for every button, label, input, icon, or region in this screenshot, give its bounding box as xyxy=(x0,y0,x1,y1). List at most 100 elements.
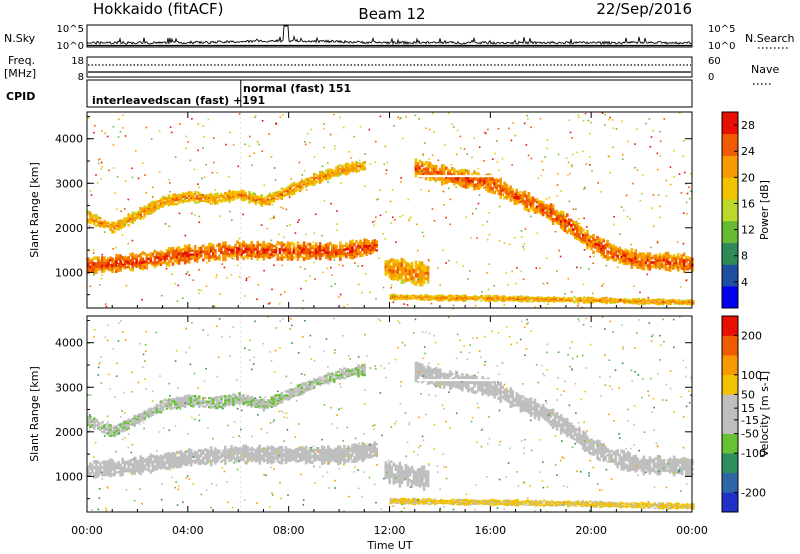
echo-cell xyxy=(645,299,649,302)
echo-dot xyxy=(279,116,282,118)
echo-cell xyxy=(210,459,213,464)
echo-cell xyxy=(179,195,183,198)
echo-dot xyxy=(108,169,110,172)
echo-cell xyxy=(490,299,493,301)
echo-cell xyxy=(359,447,362,451)
echo-cell xyxy=(471,179,474,183)
echo-cell xyxy=(206,461,209,465)
echo-cell xyxy=(452,295,455,297)
echo-dot xyxy=(478,194,481,196)
echo-cell xyxy=(517,191,521,194)
echo-cell xyxy=(517,197,521,200)
echo-cell xyxy=(181,254,185,258)
echo-cell xyxy=(199,200,203,202)
echo-cell xyxy=(465,175,468,180)
echo-cell xyxy=(430,172,434,175)
echo-cell xyxy=(191,194,195,197)
echo-cell xyxy=(353,443,356,447)
echo-cell xyxy=(559,225,563,229)
echo-cell xyxy=(646,258,650,262)
echo-cell xyxy=(532,299,536,302)
echo-dot xyxy=(474,304,477,307)
echo-cell xyxy=(592,240,595,245)
echo-cell xyxy=(489,189,492,193)
echo-cell xyxy=(93,214,96,217)
echo-dot xyxy=(187,141,189,143)
echo-cell xyxy=(107,266,110,269)
echo-cell xyxy=(339,247,342,252)
echo-cell xyxy=(607,299,610,301)
echo-dot xyxy=(549,208,551,211)
echo-dot xyxy=(609,116,611,119)
echo-dot xyxy=(633,285,635,287)
echo-cell xyxy=(517,199,521,202)
echo-cell xyxy=(119,220,122,223)
echo-cell xyxy=(270,445,274,449)
echo-cell xyxy=(304,186,308,188)
echo-dot xyxy=(392,301,395,303)
echo-cell xyxy=(133,424,136,427)
echo-cell xyxy=(214,248,217,253)
echo-cell xyxy=(432,167,436,171)
echo-cell xyxy=(570,224,573,227)
echo-cell xyxy=(141,414,145,417)
echo-cell xyxy=(335,171,338,174)
echo-cell xyxy=(598,240,601,244)
echo-cell xyxy=(541,208,545,212)
echo-dot xyxy=(630,299,632,302)
echo-cell xyxy=(538,296,542,298)
echo-dot xyxy=(213,161,215,164)
echo-cell xyxy=(532,300,536,302)
echo-cell xyxy=(298,185,302,188)
echo-cell xyxy=(226,245,229,248)
echo-cell xyxy=(97,460,100,464)
echo-cell xyxy=(276,452,280,456)
echo-cell xyxy=(367,240,370,243)
echo-cell xyxy=(514,299,518,301)
echo-dot xyxy=(442,190,445,193)
echo-cell xyxy=(343,164,346,167)
echo-cell xyxy=(282,454,286,458)
echo-cell xyxy=(286,190,290,193)
echo-cell xyxy=(306,183,310,186)
echo-cell xyxy=(343,248,346,251)
echo-dot xyxy=(556,195,558,197)
echo-cell xyxy=(396,478,400,484)
echo-cell xyxy=(264,459,268,462)
echo-cell xyxy=(87,423,90,426)
echo-cell xyxy=(589,297,592,300)
echo-cell xyxy=(185,200,189,203)
echo-cell xyxy=(620,255,623,259)
echo-cell xyxy=(111,263,114,267)
echo-cell xyxy=(359,168,362,171)
echo-cell xyxy=(359,452,362,455)
echo-cell xyxy=(181,462,185,465)
echo-dot xyxy=(621,120,623,122)
echo-cell xyxy=(327,170,330,173)
echo-cell xyxy=(523,203,527,208)
echo-cell xyxy=(149,201,153,205)
echo-cell xyxy=(228,192,231,195)
echo-cell xyxy=(155,253,159,257)
echo-cell xyxy=(236,447,239,450)
echo-cell xyxy=(171,465,175,469)
echo-cell xyxy=(248,193,251,196)
echo-cell xyxy=(163,200,167,203)
echo-cell xyxy=(535,208,539,211)
echo-cell xyxy=(658,255,662,259)
echo-cell xyxy=(665,301,669,303)
echo-cell xyxy=(204,196,207,199)
echo-dot xyxy=(401,214,404,217)
echo-cell xyxy=(101,461,104,464)
echo-cell xyxy=(117,268,120,272)
echo-cell xyxy=(474,298,477,300)
echo-dot xyxy=(338,264,341,266)
echo-cell xyxy=(359,456,362,460)
echo-cell xyxy=(266,242,270,246)
echo-cell xyxy=(486,296,489,298)
echo-cell xyxy=(133,263,136,267)
echo-cell xyxy=(463,184,466,188)
echo-cell xyxy=(331,170,334,172)
echo-cell xyxy=(107,459,110,463)
